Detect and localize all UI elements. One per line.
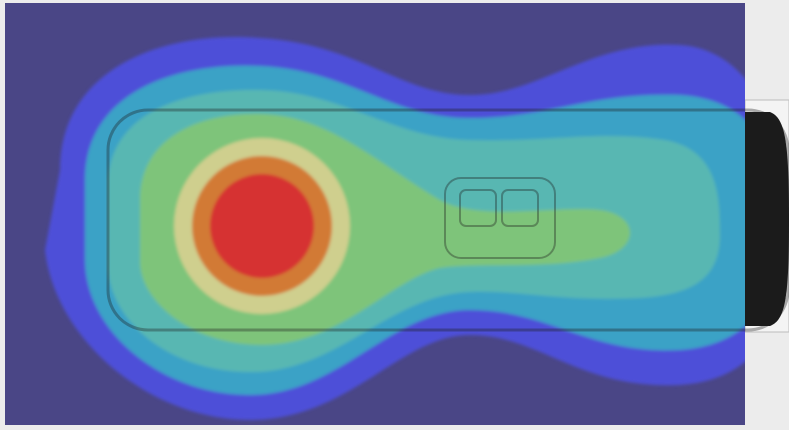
heatmap-contours <box>45 37 745 420</box>
contour-red <box>210 174 314 278</box>
phone-edge <box>745 112 789 326</box>
